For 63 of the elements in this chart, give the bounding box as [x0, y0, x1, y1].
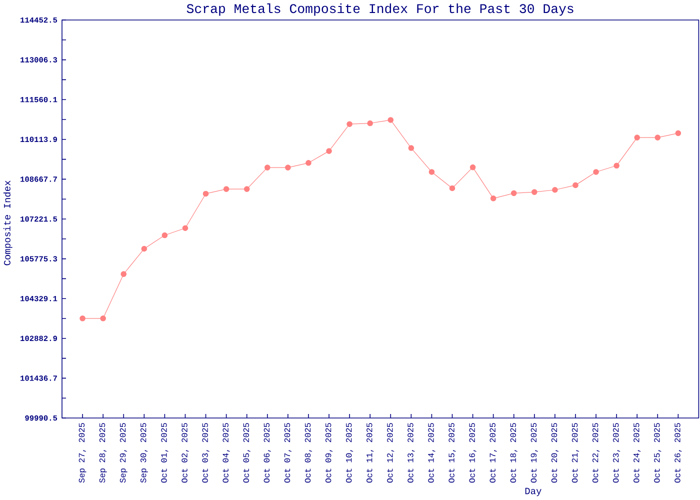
x-tick-label: Oct 18, 2025	[510, 423, 518, 483]
x-tick-label: Oct 06, 2025	[264, 423, 271, 483]
point	[449, 185, 456, 192]
x-tick-label: Oct 25, 2025	[654, 423, 662, 483]
point	[634, 134, 640, 140]
x-axis-title: Day	[525, 488, 542, 496]
point	[182, 225, 188, 232]
point	[675, 130, 682, 136]
x-tick-label: Oct 10, 2025	[346, 423, 354, 483]
point	[552, 186, 558, 193]
x-tick-label: Oct 24, 2025	[634, 423, 641, 483]
x-tick-label: Oct 11, 2025	[366, 423, 374, 483]
x-tick-label: Oct 20, 2025	[551, 423, 558, 483]
x-tick-label: Oct 03, 2025	[202, 423, 210, 483]
point	[244, 186, 250, 192]
point	[470, 164, 476, 170]
point	[162, 232, 168, 238]
x-tick-label: Oct 17, 2025	[490, 423, 497, 483]
x-tick-label: Oct 21, 2025	[572, 423, 580, 483]
point	[306, 160, 312, 166]
point	[120, 271, 127, 277]
x-tick-label: Oct 13, 2025	[408, 423, 415, 483]
x-tick-label: Oct 16, 2025	[469, 423, 476, 483]
x-tick-label: Oct 07, 2025	[284, 423, 292, 483]
point	[654, 134, 661, 140]
point	[490, 196, 496, 202]
x-tick-label: Oct 08, 2025	[304, 423, 312, 483]
x-tick-label: Oct 05, 2025	[243, 423, 250, 483]
x-tick-label: Oct 26, 2025	[674, 423, 682, 483]
x-tick-label: Oct 09, 2025	[325, 423, 333, 483]
x-tick-label: Oct 19, 2025	[530, 423, 538, 483]
x-tick-label: Oct 02, 2025	[182, 423, 189, 483]
x-tick-label: Oct 01, 2025	[161, 423, 168, 483]
point	[367, 120, 373, 126]
x-tick-label: Oct 04, 2025	[222, 423, 230, 483]
point	[285, 164, 291, 170]
x-tick-label: Oct 22, 2025	[592, 423, 600, 483]
point	[510, 190, 517, 196]
point	[326, 148, 332, 154]
x-tick-label: Oct 15, 2025	[448, 423, 456, 483]
point	[264, 164, 270, 170]
point	[80, 315, 86, 322]
x-tick-label: Sep 28, 2025	[99, 423, 107, 483]
y-axis-title: Composite Index	[3, 180, 12, 266]
x-tick-label: Sep 30, 2025	[140, 423, 148, 483]
point	[408, 145, 414, 151]
x-tick-label: Oct 23, 2025	[612, 423, 620, 483]
x-tick-label: Sep 29, 2025	[120, 423, 128, 483]
point	[572, 182, 578, 188]
x-tick-label: Oct 12, 2025	[387, 423, 394, 483]
point	[388, 117, 394, 123]
point	[100, 315, 106, 322]
point	[202, 190, 209, 197]
point	[346, 121, 352, 127]
chart-title: Scrap Metals Composite Index For the Past 30 Days	[186, 3, 574, 16]
point	[141, 246, 148, 252]
x-tick-label: Sep 27, 2025	[78, 423, 86, 483]
point	[614, 162, 620, 169]
point	[428, 169, 435, 175]
point	[223, 186, 230, 192]
x-tick-label: Oct 14, 2025	[428, 423, 436, 483]
point	[532, 189, 538, 195]
point	[593, 169, 599, 175]
